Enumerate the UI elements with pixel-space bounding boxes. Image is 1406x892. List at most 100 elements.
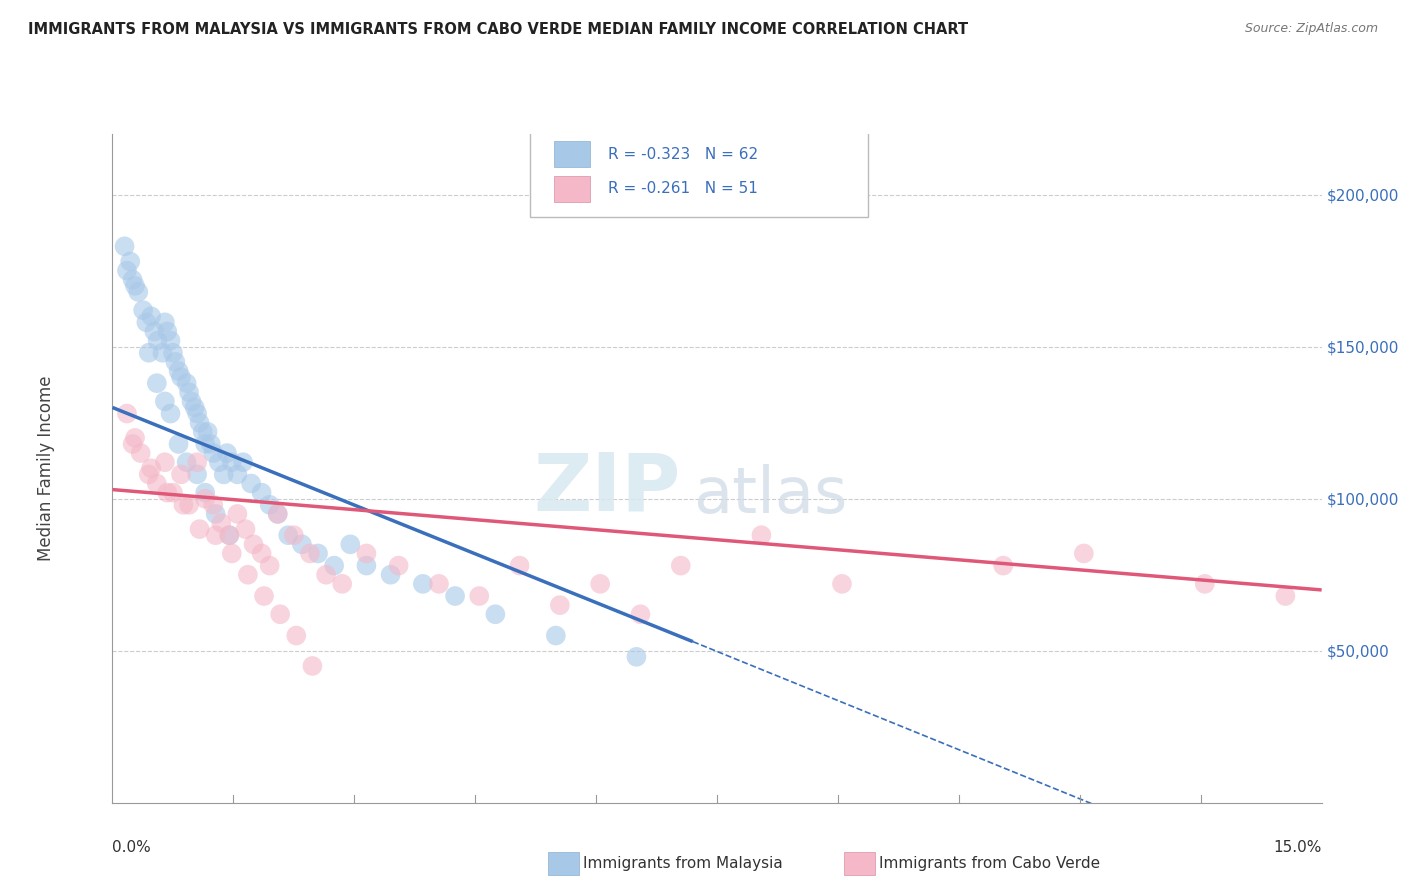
Point (301, 659, 323, 673)
Point (170, 370, 193, 384)
Point (630, 607, 652, 622)
Point (152, 345, 174, 359)
Point (188, 522, 211, 536)
Point (146, 376, 169, 391)
Point (259, 498, 281, 512)
Point (183, 401, 205, 415)
Point (146, 476, 169, 491)
Point (250, 485, 273, 500)
Point (226, 507, 249, 521)
Point (176, 455, 198, 469)
Point (285, 628, 308, 642)
Point (200, 437, 222, 451)
Point (388, 558, 411, 573)
FancyBboxPatch shape (554, 141, 591, 168)
Point (202, 446, 225, 460)
Point (242, 537, 264, 551)
Point (626, 649, 648, 664)
Point (153, 315, 176, 329)
Point (209, 516, 232, 530)
Point (159, 334, 181, 348)
Point (186, 467, 208, 482)
Point (153, 455, 176, 469)
Point (226, 467, 249, 482)
Point (250, 546, 273, 560)
Point (751, 528, 773, 542)
Point (330, 577, 353, 591)
Point (412, 577, 434, 591)
Point (218, 528, 240, 542)
Point (114, 239, 136, 253)
Point (186, 455, 208, 469)
Point (156, 325, 179, 339)
Point (427, 577, 450, 591)
Point (298, 546, 321, 560)
Point (323, 558, 346, 573)
Point (221, 546, 243, 560)
Point (176, 376, 198, 391)
Point (127, 285, 149, 299)
Point (159, 407, 181, 421)
Point (1274, 589, 1296, 603)
Point (269, 607, 291, 622)
Point (194, 491, 217, 506)
Text: 0.0%: 0.0% (112, 839, 152, 855)
Point (484, 607, 506, 622)
Text: Median Family Income: Median Family Income (37, 376, 55, 561)
Point (180, 394, 202, 409)
Point (121, 437, 143, 451)
Point (194, 485, 217, 500)
Point (162, 485, 184, 500)
Point (138, 467, 160, 482)
Point (218, 528, 240, 542)
Point (993, 558, 1015, 573)
FancyBboxPatch shape (554, 176, 591, 202)
Point (236, 567, 259, 582)
Point (468, 589, 491, 603)
Point (202, 498, 225, 512)
Point (129, 446, 152, 460)
Point (356, 558, 378, 573)
Point (115, 407, 138, 421)
Point (172, 498, 194, 512)
Point (177, 498, 200, 512)
Point (132, 303, 155, 318)
Point (380, 567, 402, 582)
Point (253, 589, 276, 603)
Point (221, 455, 243, 469)
Point (315, 567, 337, 582)
Point (143, 325, 166, 339)
Point (167, 364, 190, 378)
Point (1194, 577, 1216, 591)
Point (307, 546, 329, 560)
Point (191, 425, 214, 439)
Point (204, 507, 226, 521)
Point (162, 345, 184, 359)
Point (194, 437, 217, 451)
Point (141, 310, 163, 324)
Point (177, 385, 200, 400)
Point (339, 537, 361, 551)
Point (208, 455, 231, 469)
Point (138, 345, 160, 359)
Point (115, 263, 138, 277)
Text: atlas: atlas (693, 464, 848, 526)
Point (170, 467, 193, 482)
Point (240, 476, 263, 491)
Text: ZIP: ZIP (533, 450, 681, 527)
Point (267, 507, 290, 521)
Text: 15.0%: 15.0% (1274, 839, 1322, 855)
Point (215, 446, 238, 460)
Point (121, 273, 143, 287)
Point (141, 461, 163, 475)
Point (277, 528, 299, 542)
Point (167, 437, 190, 451)
Point (235, 522, 257, 536)
Point (153, 394, 176, 409)
Point (120, 254, 142, 268)
Point (232, 455, 254, 469)
Text: R = -0.261   N = 51: R = -0.261 N = 51 (609, 181, 758, 196)
Point (267, 507, 290, 521)
Point (204, 528, 226, 542)
Point (669, 558, 692, 573)
